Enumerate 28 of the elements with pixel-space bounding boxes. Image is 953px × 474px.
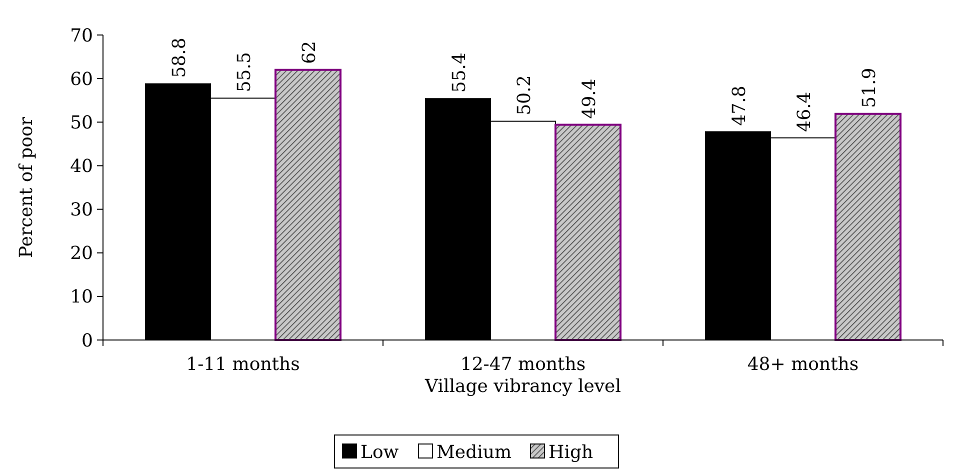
y-tick-label: 30 [70,200,93,221]
data-label: 58.8 [169,38,190,78]
x-tick-label: 48+ months [747,354,859,375]
bar [274,68,342,341]
y-tick-label: 20 [70,243,93,264]
y-axis-title: Percent of poor [16,116,37,258]
x-tick-label: 12-47 months [460,354,586,375]
x-axis-title: Village vibrancy level [424,376,622,397]
y-tick-label: 60 [70,68,93,90]
data-label: 62 [299,40,320,64]
data-label: 55.5 [234,52,255,92]
data-label: 50.2 [514,75,535,116]
y-tick-label: 0 [82,330,93,352]
y-tick-label: 50 [70,112,93,134]
y-tick-label: 40 [70,156,93,178]
legend-label: High [548,442,594,463]
y-tick-label: 10 [70,286,93,308]
bar [554,124,622,341]
data-label: 47.8 [729,86,750,126]
data-label: 49.4 [579,78,600,119]
data-label: 51.9 [859,68,880,108]
legend-label: Low [360,442,400,463]
y-tick-label: 70 [70,25,93,46]
legend-label: Medium [436,442,512,463]
data-label: 46.4 [794,92,815,132]
bar [834,112,902,341]
x-tick-label: 1-11 months [186,354,300,375]
data-label: 55.4 [449,52,470,93]
